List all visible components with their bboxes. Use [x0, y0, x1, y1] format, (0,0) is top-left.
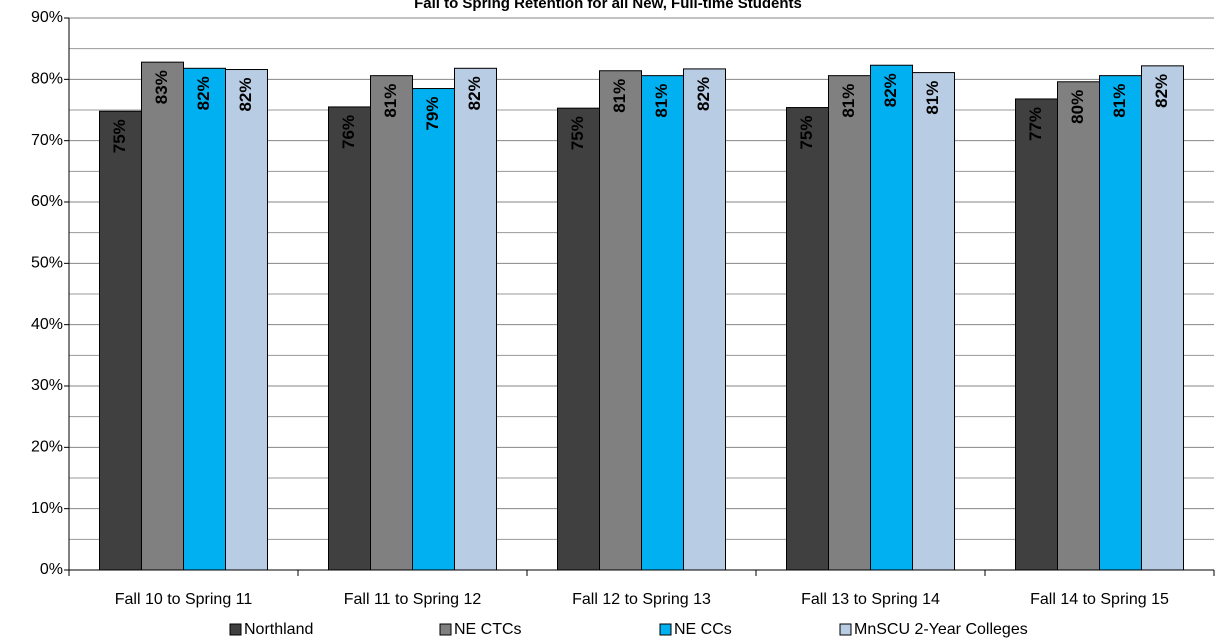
value-label: 75% — [110, 119, 129, 153]
value-label: 75% — [568, 116, 587, 150]
y-tick-label: 70% — [31, 132, 63, 149]
value-label: 81% — [1110, 84, 1129, 118]
value-label: 81% — [652, 84, 671, 118]
bar — [454, 67, 497, 571]
x-tick-label: Fall 11 to Spring 12 — [344, 591, 482, 608]
legend-swatch — [659, 623, 672, 636]
bar — [1141, 65, 1184, 571]
y-tick-label: 30% — [31, 377, 63, 394]
value-label: 79% — [423, 97, 442, 131]
value-label: 81% — [381, 84, 400, 118]
value-label: 81% — [923, 81, 942, 115]
y-tick-label: 0% — [40, 561, 63, 578]
legend-swatch — [839, 623, 852, 636]
x-tick-label: Fall 12 to Spring 13 — [572, 591, 711, 608]
bar — [912, 72, 955, 571]
value-label: 82% — [881, 73, 900, 107]
value-label: 76% — [339, 115, 358, 149]
legend-label: NE CCs — [674, 621, 732, 638]
bar — [870, 64, 913, 571]
bar — [183, 67, 226, 571]
bar — [328, 106, 371, 571]
x-tick-label: Fall 14 to Spring 15 — [1030, 591, 1169, 608]
bar — [412, 88, 455, 571]
bar — [557, 107, 600, 571]
bar — [141, 61, 184, 571]
value-label: 82% — [694, 77, 713, 111]
bar — [641, 75, 684, 571]
value-label: 83% — [152, 70, 171, 104]
chart-title: Fall to Spring Retention for all New, Fu… — [414, 0, 802, 12]
legend-swatch — [439, 623, 452, 636]
legend-label: Northland — [244, 621, 313, 638]
y-tick-label: 80% — [31, 71, 63, 88]
value-label: 82% — [194, 76, 213, 110]
value-label: 80% — [1068, 90, 1087, 124]
x-tick-label: Fall 10 to Spring 11 — [115, 591, 253, 608]
bar — [1099, 75, 1142, 571]
y-tick-label: 90% — [31, 9, 63, 26]
bar — [1057, 81, 1100, 571]
bar — [683, 68, 726, 571]
value-label: 82% — [236, 78, 255, 112]
legend-swatch — [229, 623, 242, 636]
value-label: 82% — [1152, 74, 1171, 108]
legend-label: NE CTCs — [454, 621, 522, 638]
x-tick-label: Fall 13 to Spring 14 — [801, 591, 940, 608]
bar — [99, 110, 142, 571]
value-label: 81% — [610, 79, 629, 113]
y-tick-label: 50% — [31, 255, 63, 272]
bar — [786, 107, 829, 571]
value-label: 75% — [797, 116, 816, 150]
y-tick-label: 60% — [31, 193, 63, 210]
bar — [225, 69, 268, 571]
y-tick-label: 40% — [31, 316, 63, 333]
value-label: 81% — [839, 84, 858, 118]
legend-label: MnSCU 2-Year Colleges — [854, 621, 1028, 638]
value-label: 77% — [1026, 107, 1045, 141]
bar — [1015, 98, 1058, 571]
bar — [599, 70, 642, 571]
value-label: 82% — [465, 76, 484, 110]
y-tick-label: 20% — [31, 439, 63, 456]
bar — [370, 75, 413, 571]
y-tick-label: 10% — [31, 500, 63, 517]
bar — [828, 75, 871, 571]
